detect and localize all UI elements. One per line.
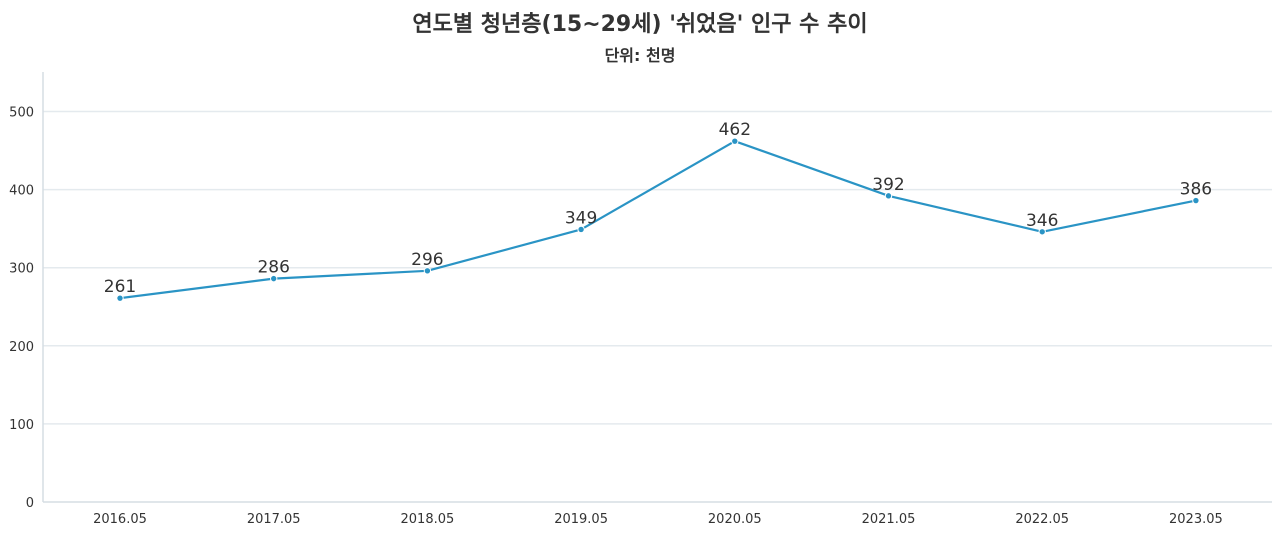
series-line-group (119, 140, 1197, 300)
axes (42, 72, 1272, 503)
data-point[interactable] (731, 137, 739, 145)
data-label: 296 (411, 250, 443, 270)
x-tick-label: 2018.05 (401, 512, 455, 527)
data-point[interactable] (1038, 228, 1046, 236)
y-tick-label: 0 (26, 496, 34, 511)
y-tick-label: 300 (9, 262, 34, 277)
series-line (119, 140, 1197, 300)
x-tick-label: 2022.05 (1015, 512, 1069, 527)
data-label: 261 (104, 277, 136, 297)
data-label: 386 (1180, 180, 1212, 200)
data-label: 349 (565, 208, 597, 228)
x-tick-label: 2021.05 (862, 512, 916, 527)
data-point[interactable] (1192, 196, 1200, 205)
data-labels: 261 286 296 349 462 392 346 386 (104, 120, 1212, 297)
y-tick-label: 200 (9, 340, 34, 355)
y-tick-label: 400 (9, 184, 34, 199)
grid-lines (43, 110, 1272, 425)
y-tick-label: 500 (9, 106, 34, 121)
y-tick-label: 100 (9, 418, 34, 433)
x-tick-label: 2023.05 (1169, 512, 1223, 527)
data-points (116, 137, 1200, 302)
x-axis-ticks: 2016.05 2017.05 2018.05 2019.05 2020.05 2021.… (93, 512, 1223, 527)
chart-title: 연도별 청년층(15~29세) '쉬었음' 인구 수 추이 (412, 12, 868, 37)
data-label: 286 (257, 258, 289, 278)
y-axis-ticks: 0 100 200 300 400 500 (9, 106, 34, 512)
x-tick-label: 2016.05 (93, 512, 147, 527)
data-point[interactable] (884, 192, 893, 200)
data-label: 462 (719, 120, 751, 140)
x-tick-label: 2017.05 (247, 512, 301, 527)
data-label: 346 (1026, 211, 1058, 231)
data-point[interactable] (116, 294, 124, 302)
data-point[interactable] (577, 225, 585, 234)
data-point[interactable] (423, 267, 432, 275)
x-tick-label: 2020.05 (708, 512, 762, 527)
x-tick-label: 2019.05 (554, 512, 608, 527)
chart-subtitle: 단위: 천명 (604, 46, 676, 65)
data-label: 392 (872, 175, 904, 195)
data-point[interactable] (270, 274, 278, 283)
